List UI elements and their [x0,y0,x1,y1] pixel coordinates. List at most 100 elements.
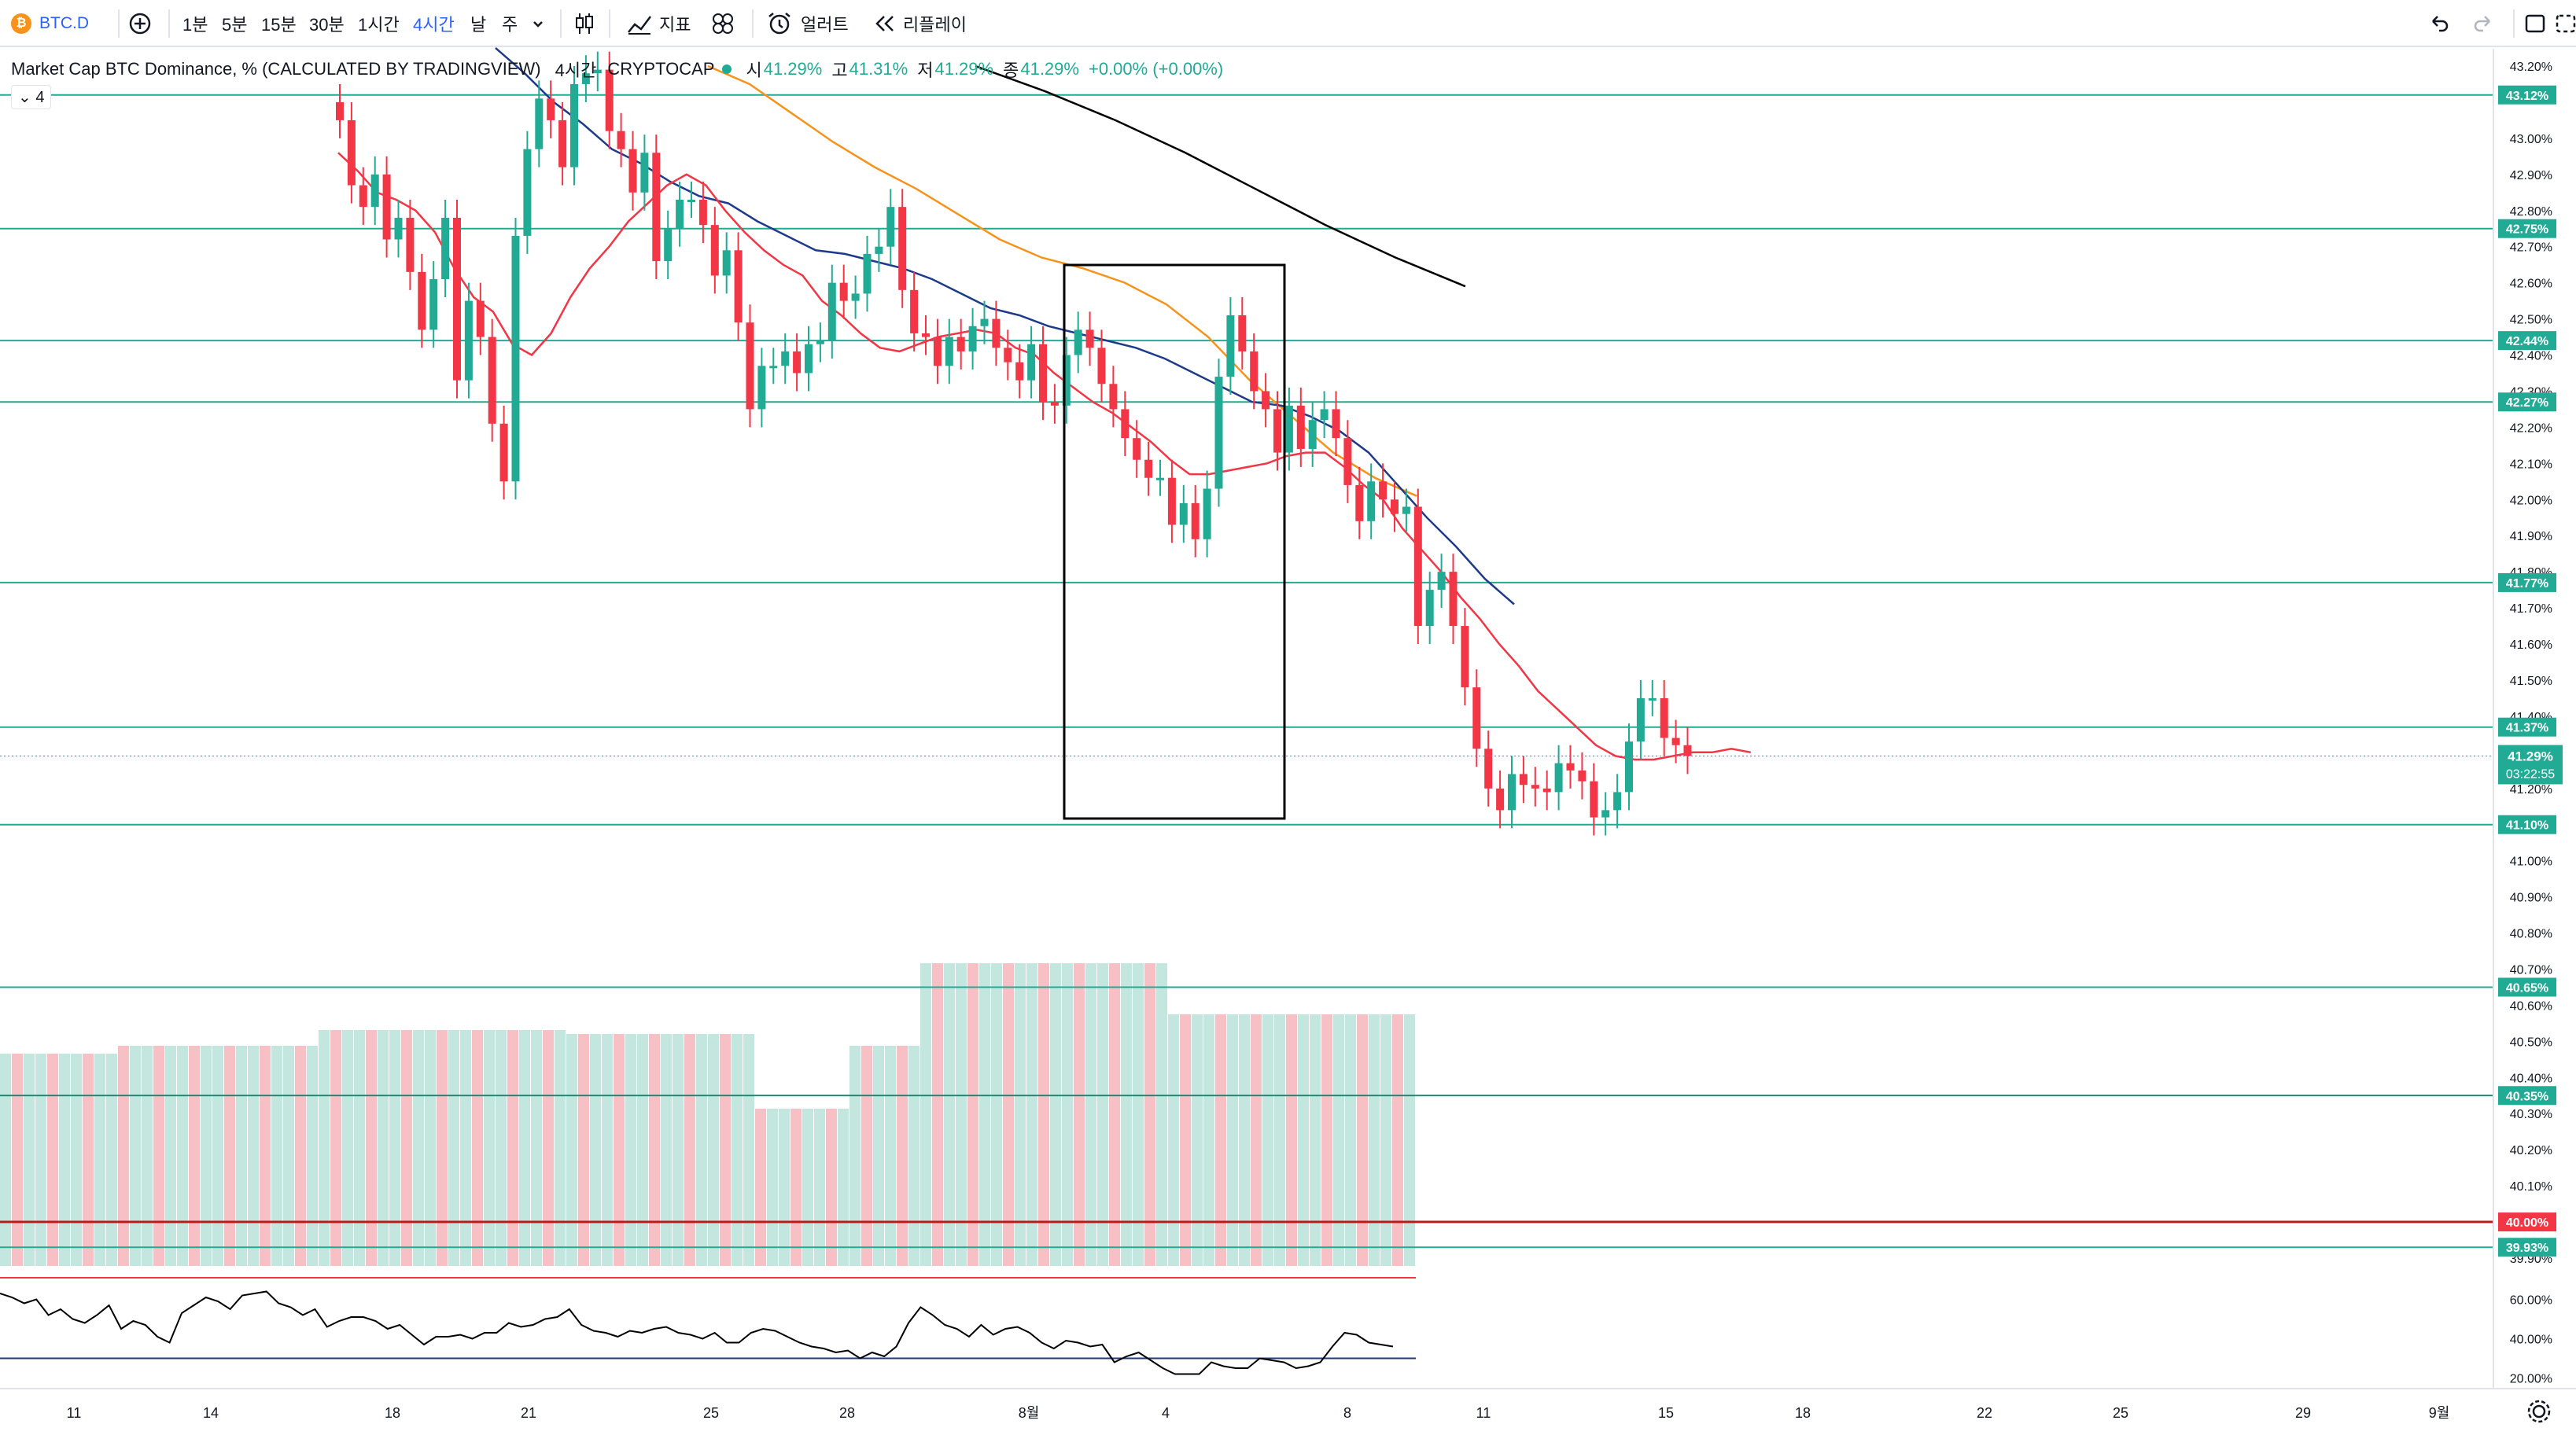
indicators-button[interactable]: 지표 [626,0,691,47]
legend-high-label: 고 [831,61,848,80]
candle-body [1449,572,1458,627]
volume-bar [908,1046,919,1266]
interval-15m[interactable]: 15분 [261,15,297,35]
candle-body [640,153,649,193]
candle-body [1367,481,1376,521]
rsi-tick-label: 60.00% [2510,1294,2552,1308]
replay-button[interactable]: 리플레이 [873,0,967,47]
volume-bar [755,1109,766,1266]
price-tick-label: 40.90% [2510,892,2552,905]
interval-4h[interactable]: 4시간 [413,15,455,35]
volume-bar [1026,963,1037,1266]
compare-symbol-button[interactable] [126,0,154,47]
fullscreen-button[interactable] [2523,0,2547,47]
level-label-bg [2498,331,2556,351]
volume-bar [696,1034,707,1266]
interval-5m[interactable]: 5분 [222,15,248,35]
undo-button[interactable] [2427,0,2450,47]
interval-week[interactable]: 주 [502,15,518,35]
countdown-label: 03:22:55 [2506,767,2555,781]
volume-bar [1074,963,1085,1266]
price-tick-label: 42.60% [2510,278,2552,291]
interval-day[interactable]: 날 [470,15,487,35]
legend-open-label: 시 [746,61,762,80]
volume-bar [1180,1014,1191,1266]
time-axis[interactable]: 11 14 18 21 25 28 8월 4 8 11 15 18 22 25 29 9월 [0,1388,2576,1435]
legend-exchange: CRYPTOCAP [607,59,715,79]
volume-bar [130,1046,141,1266]
volume-bar [106,1054,117,1266]
rsi-tick-label: 40.00% [2510,1334,2552,1347]
chart-type-button[interactable] [573,0,596,47]
volume-bar [779,1109,790,1266]
candle-body [805,344,813,373]
price-tick-label: 42.40% [2510,350,2552,363]
screenshot-button[interactable] [2555,0,2576,47]
volume-bar [1144,963,1155,1266]
level-label-bg [2498,85,2556,105]
candle-body [827,282,836,341]
interval-30m[interactable]: 30분 [309,15,345,35]
volume-bar [484,1030,495,1266]
indicators-collapse-button[interactable]: ⌄ 4 [11,85,52,109]
candle-body [476,300,485,337]
volume-bar [920,963,931,1266]
candle-body [628,149,637,193]
volume-bar [0,1054,11,1266]
redo-button[interactable] [2472,0,2496,47]
time-tick-label: 21 [521,1405,536,1421]
layouts-button[interactable] [711,0,735,47]
volume-bar [743,1034,754,1266]
alert-button[interactable]: 얼러트 [766,0,849,47]
legend-low: 41.29% [934,59,994,79]
volume-bar [189,1046,200,1266]
volume-bar [24,1054,35,1266]
candle-body [1425,590,1434,627]
candle-body [464,300,473,381]
time-tick-label: 29 [2295,1405,2311,1421]
volume-bar [295,1046,306,1266]
candle-body [956,337,965,351]
volume-bar [861,1046,872,1266]
volume-bar [967,963,978,1266]
candle-body [499,423,508,482]
volume-bar [944,963,955,1266]
volume-bar [212,1046,223,1266]
volume-bar [979,963,990,1266]
candle-body [1566,763,1575,771]
candle-body [1554,763,1563,793]
level-label-bg [2498,1086,2556,1106]
toolbar-divider [168,9,170,38]
volume-bar [307,1046,318,1266]
ema-50-line [495,47,1515,605]
symbol-search-button[interactable]: ₿ BTC.D [11,0,89,47]
level-label-bg [2498,392,2556,412]
candle-body [1004,348,1012,362]
time-tick-label: 9월 [2429,1405,2450,1421]
time-tick-label: 15 [1658,1405,1674,1421]
candle-body [1179,502,1188,525]
red-level-label-bg [2498,1212,2556,1232]
candle-body [1484,749,1493,789]
candle-body [757,366,766,410]
chart-canvas[interactable]: 43.20% 43.00% 42.90% 42.80% 42.70% 42.60% 42.5… [0,0,2576,1388]
volume-bar [472,1030,483,1266]
indicators-label: 지표 [659,15,691,35]
interval-dropdown-button[interactable] [530,0,546,47]
volume-bar [1333,1014,1344,1266]
interval-1m[interactable]: 1분 [182,15,208,35]
rsi-pane [0,1290,1416,1375]
volume-bar [12,1054,23,1266]
volume-bar [838,1109,849,1266]
level-label-bg [2498,219,2556,238]
candle-body [1109,384,1118,410]
candle-body [922,333,930,337]
candle-body [1085,329,1094,348]
chart-settings-button[interactable] [2523,1396,2555,1431]
interval-1h[interactable]: 1시간 [358,15,400,35]
volume-bar [1097,963,1108,1266]
price-tick-label: 40.60% [2510,999,2552,1013]
volume-bar [118,1046,129,1266]
volume-bar [1015,963,1026,1266]
